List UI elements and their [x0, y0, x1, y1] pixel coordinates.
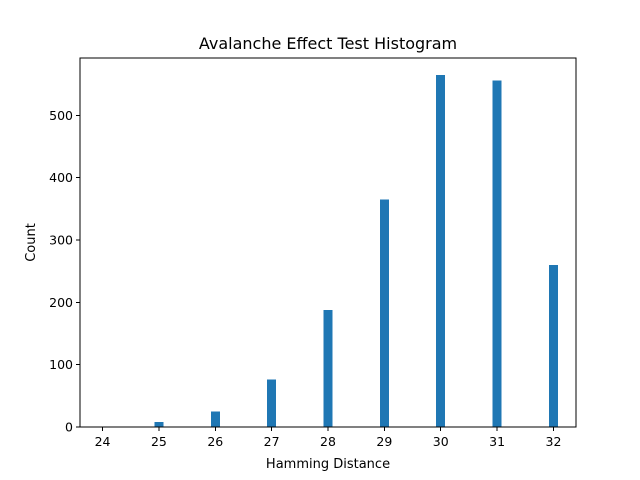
bar-32: [548, 264, 558, 427]
y-axis-ticks: 0 100 200 300 400 500: [49, 108, 80, 435]
plot-area-frame: [79, 57, 577, 428]
x-tick-label-32: 32: [546, 434, 562, 449]
y-tick-label-300: 300: [49, 233, 73, 248]
x-tick-label-25: 25: [151, 434, 167, 449]
x-tick-label-30: 30: [433, 434, 449, 449]
x-tick-label-31: 31: [489, 434, 505, 449]
x-tick-label-27: 27: [264, 434, 280, 449]
x-axis-ticks: 24 25 26 27 28 29 30 31 32: [95, 427, 562, 449]
bar-30: [436, 74, 446, 427]
bar-31: [492, 80, 502, 427]
x-tick-label-26: 26: [207, 434, 223, 449]
bar-25: [154, 422, 164, 427]
y-tick-label-0: 0: [65, 420, 73, 435]
x-axis-label: Hamming Distance: [266, 457, 390, 472]
x-tick-label-28: 28: [320, 434, 336, 449]
y-tick-label-400: 400: [49, 170, 73, 185]
bar-28: [323, 309, 333, 427]
x-tick-label-24: 24: [95, 434, 111, 449]
chart-title: Avalanche Effect Test Histogram: [199, 34, 457, 53]
bar-27: [267, 379, 277, 427]
bar-29: [379, 199, 389, 427]
y-tick-label-100: 100: [49, 357, 73, 372]
y-axis-label: Count: [24, 223, 39, 262]
bar-26: [210, 411, 220, 427]
x-tick-label-29: 29: [376, 434, 392, 449]
y-tick-label-500: 500: [49, 108, 73, 123]
y-tick-label-200: 200: [49, 295, 73, 310]
